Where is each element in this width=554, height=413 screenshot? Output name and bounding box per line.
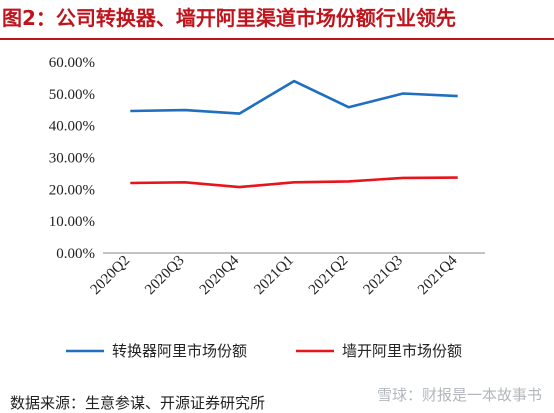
y-tick-label: 20.00% <box>49 182 95 198</box>
x-tick-label: 2021Q2 <box>306 253 351 298</box>
y-tick-label: 10.00% <box>49 214 95 230</box>
series-line-2 <box>130 176 458 189</box>
watermark: 雪球：财报是一本故事书 <box>376 386 542 404</box>
x-tick-label: 2021Q4 <box>415 252 461 298</box>
y-tick-label: 40.00% <box>49 119 95 135</box>
legend-label: 转换器阿里市场份额 <box>112 342 247 360</box>
x-tick-label: 2020Q3 <box>142 253 187 298</box>
x-tick-label: 2020Q4 <box>197 252 243 298</box>
x-tick-label: 2021Q1 <box>251 253 296 298</box>
source-note: 数据来源：生意参谋、开源证券研究所 <box>10 394 266 412</box>
series-line-1 <box>130 79 458 115</box>
x-tick-label: 2021Q3 <box>360 253 405 298</box>
chart-title: 图2：公司转换器、墙开阿里渠道市场份额行业领先 <box>2 6 456 30</box>
y-tick-label: 50.00% <box>49 87 95 103</box>
y-tick-label: 60.00% <box>49 55 95 71</box>
legend-label: 墙开阿里市场份额 <box>342 342 462 360</box>
title-rule <box>0 38 554 40</box>
y-tick-label: 0.00% <box>56 246 95 262</box>
y-tick-label: 30.00% <box>49 151 95 167</box>
